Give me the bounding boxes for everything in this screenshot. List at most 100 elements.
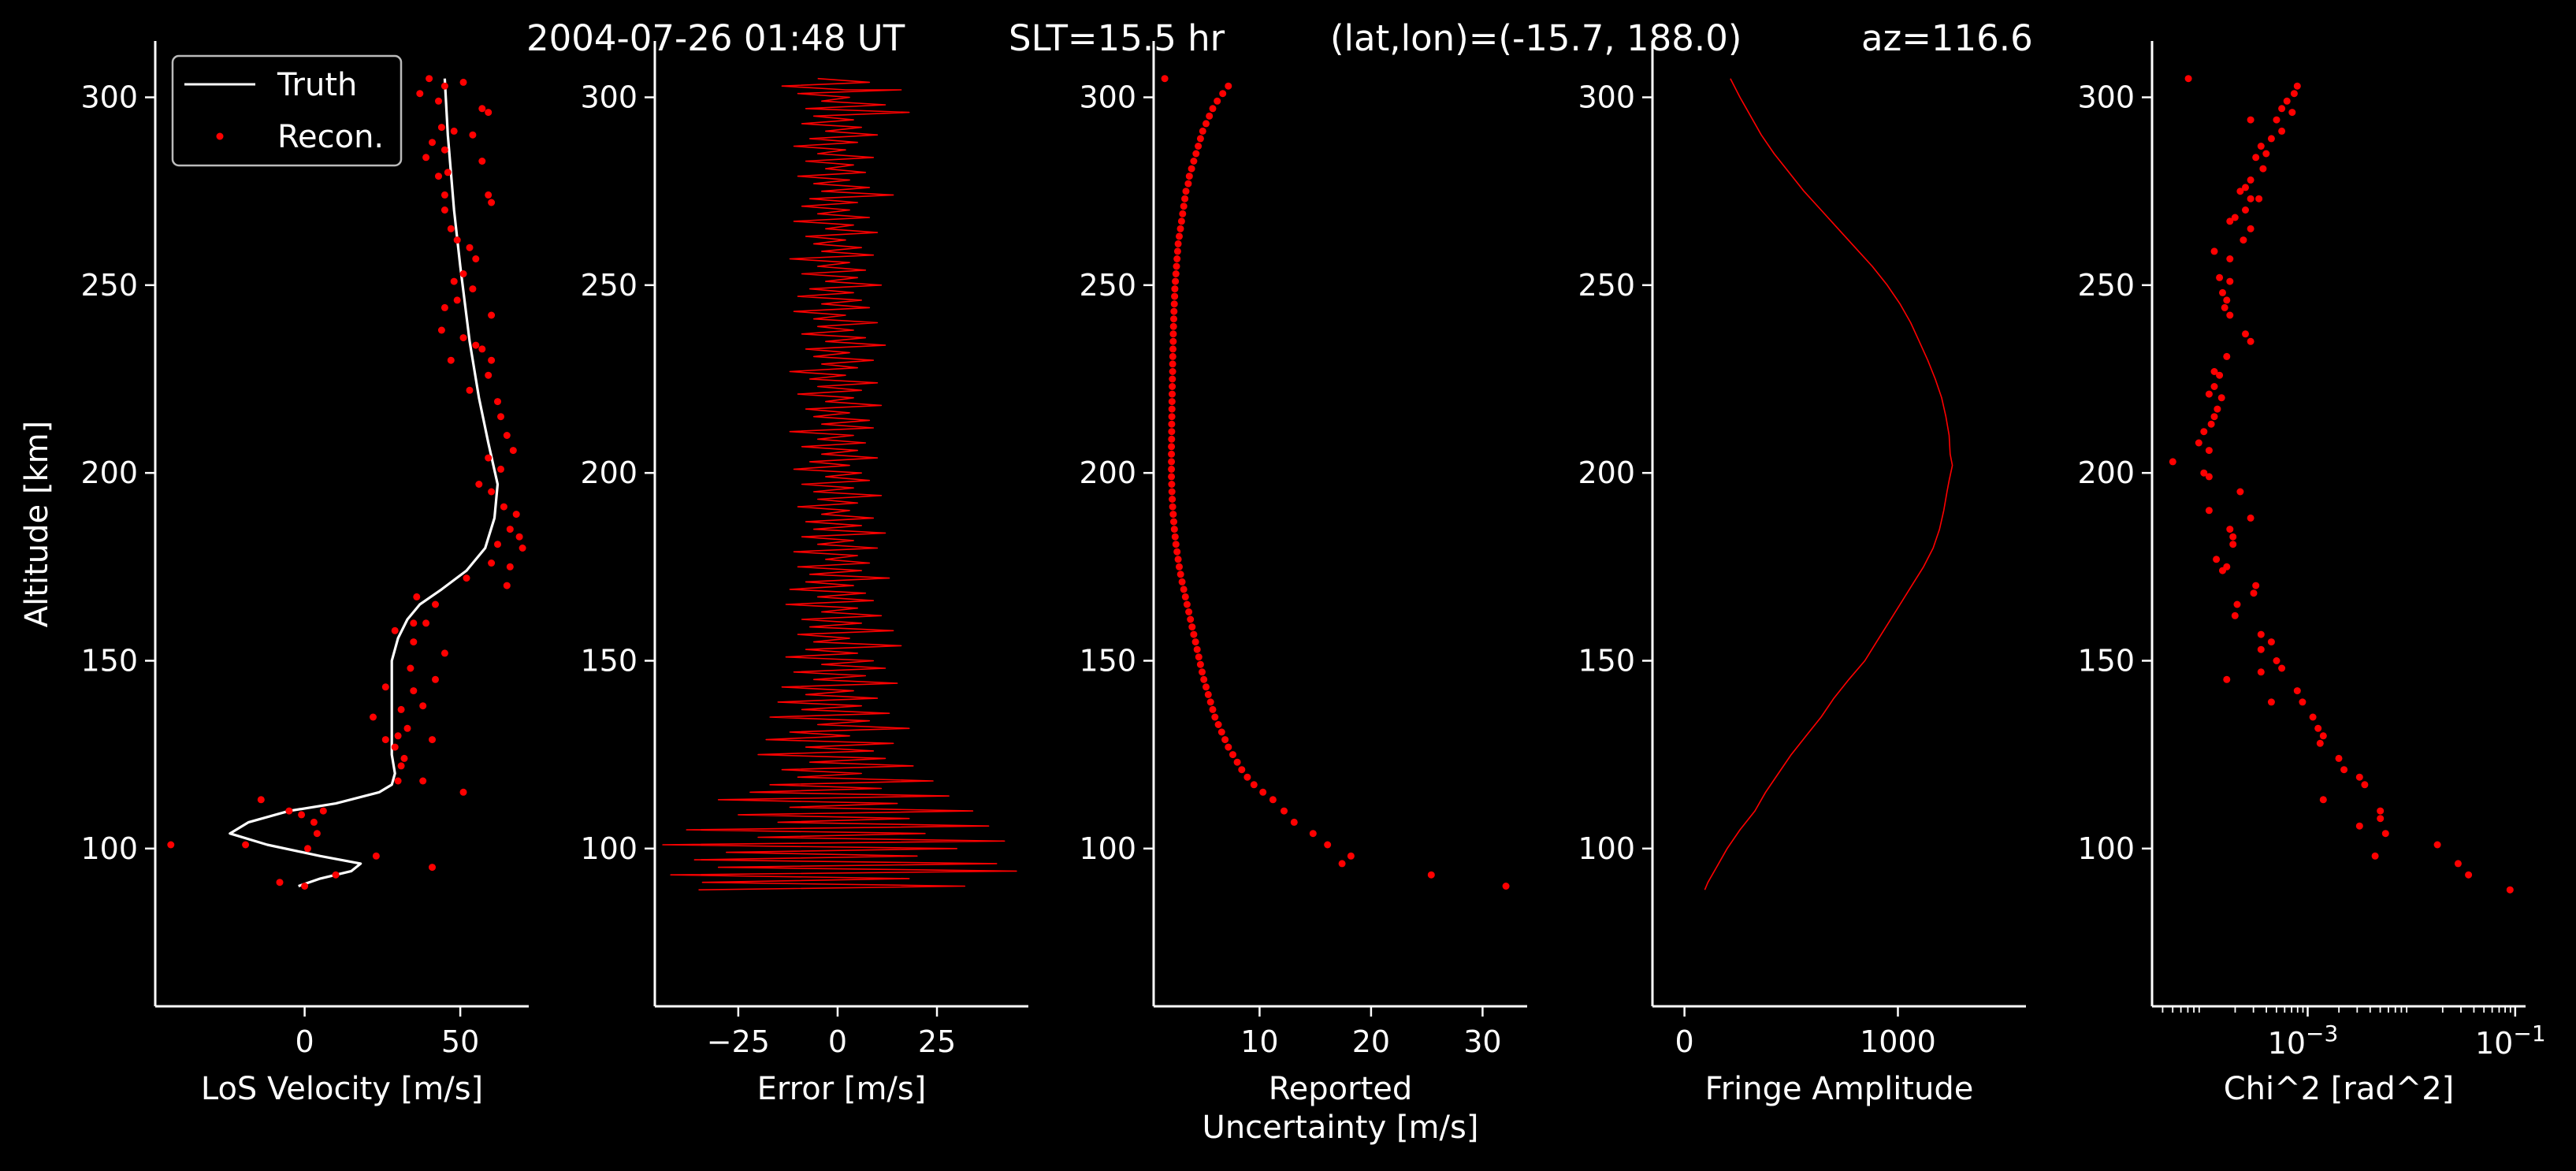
y-axis-label: Altitude [km] [19,421,55,627]
data-point [2226,311,2234,319]
data-point [2205,507,2213,515]
data-point [1171,285,1179,293]
data-point [2247,514,2254,522]
data-point [447,356,455,364]
data-point [497,413,504,421]
data-point [2219,288,2226,296]
data-point [1169,360,1176,368]
data-point [2465,871,2473,879]
legend-recon-label: Recon. [277,119,384,155]
data-point [2319,796,2327,804]
y-tick-label: 300 [2077,80,2135,114]
data-point [2247,195,2254,203]
data-point [432,675,439,683]
legend: Truth Recon. [171,54,403,167]
data-point [1199,127,1206,135]
y-tick-label: 250 [1578,268,1635,303]
data-point [472,341,480,349]
data-point [2250,589,2258,597]
data-point [1169,352,1176,360]
data-point [1196,660,1204,668]
x-tick-label: 1000 [1860,1024,1936,1059]
data-point [1168,458,1176,466]
y-tick-label: 150 [80,643,138,678]
data-point [506,563,514,571]
data-point [1190,630,1198,638]
data-point [506,526,514,533]
data-point [1170,315,1177,323]
data-point [1259,788,1267,796]
x-axis-label: Error [m/s] [757,1071,927,1107]
data-point [2377,807,2385,815]
y-tick-label: 300 [1079,80,1136,114]
data-point [1169,375,1176,383]
data-point [1238,766,1246,774]
data-point [447,225,455,232]
data-point [2242,184,2249,191]
data-point [2216,273,2224,281]
data-point [469,131,477,139]
data-point [422,154,430,162]
data-point [1203,120,1210,128]
data-point [410,638,418,646]
data-point [1169,337,1177,345]
data-point [167,841,175,849]
data-point [2223,296,2231,304]
data-point [410,687,418,695]
data-point [1269,796,1277,804]
data-point [2210,413,2218,421]
data-point [429,736,436,744]
data-point [1281,807,1288,815]
data-point [1188,165,1195,173]
y-tick-label: 100 [580,831,637,866]
y-tick-label: 100 [2077,831,2135,866]
data-point [1176,225,1184,232]
x-axis-label: Reported [1269,1071,1413,1107]
data-point [2195,439,2202,447]
data-point [1173,262,1180,270]
data-point [319,807,327,815]
data-point [370,713,377,721]
data-point [403,724,411,732]
data-point [2252,582,2260,589]
data-point [413,593,421,600]
data-point [435,97,442,105]
data-point [453,236,461,244]
data-point [422,619,430,627]
data-point [440,303,448,311]
data-point [459,78,467,86]
title-az: az=116.6 [1861,17,2033,59]
x-tick-label: 20 [1352,1024,1390,1059]
data-point [2247,116,2254,124]
data-point [478,158,486,165]
data-point [1168,450,1176,458]
data-point [2233,600,2241,608]
data-point [1221,736,1229,744]
data-point [397,705,405,713]
data-point [497,465,504,473]
data-point [1180,203,1188,210]
data-point [1209,105,1217,113]
data-point [2219,567,2226,574]
data-point [1225,82,1232,90]
data-point [2257,645,2265,653]
data-point [2278,105,2286,113]
data-point [1168,405,1176,413]
data-point [419,702,427,710]
data-point [1169,511,1177,519]
y-tick-label: 100 [80,831,138,866]
x-tick-label: 50 [441,1024,479,1059]
data-point [1168,443,1176,451]
data-point [1250,781,1258,789]
data-point [1347,852,1355,860]
y-tick-label: 250 [580,268,637,303]
data-point [1173,255,1181,262]
data-point [1168,481,1176,488]
data-point [2293,687,2301,695]
data-point [1180,586,1188,593]
data-point [1200,675,1208,683]
data-point [1170,307,1178,315]
